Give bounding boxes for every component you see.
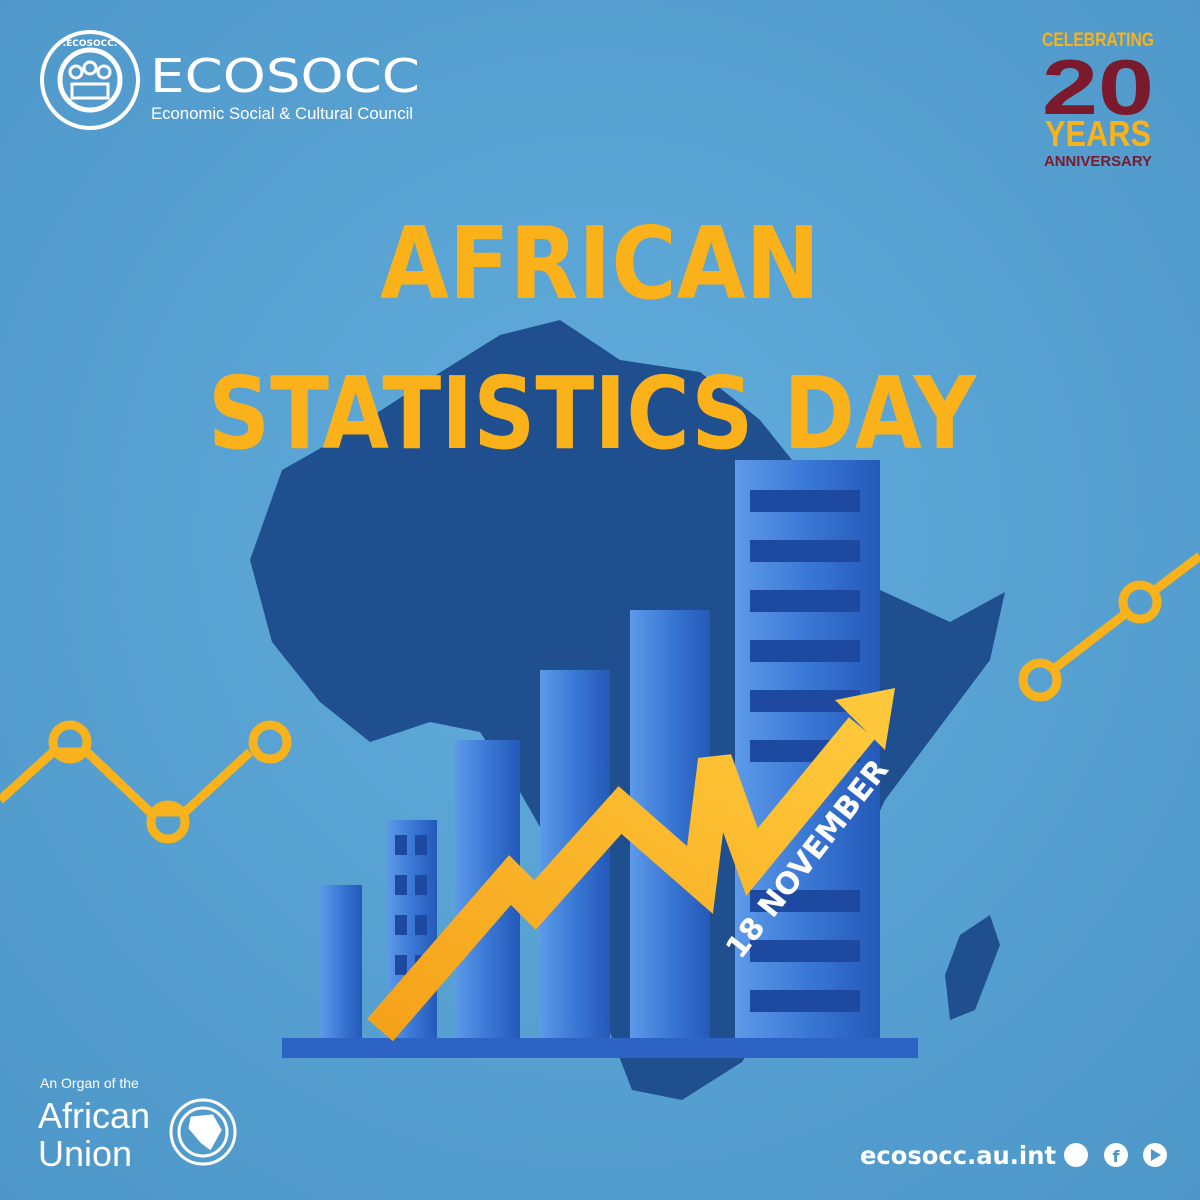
au-emblem <box>169 1098 237 1166</box>
ecosocc-logo <box>40 30 140 130</box>
deco-line-right <box>1018 552 1200 702</box>
twitter-icon[interactable] <box>1064 1143 1088 1167</box>
logo-ring-text: .ECOSOCC. <box>63 39 118 49</box>
growth-arrow <box>367 688 895 1042</box>
anniversary-label: ANNIVERSARY <box>1044 153 1152 170</box>
website[interactable]: ecosocc.au.int <box>860 1141 1056 1170</box>
youtube-play <box>1151 1149 1161 1161</box>
anniversary-celebrating: CELEBRATING <box>1042 30 1154 51</box>
title-line1: AFRICAN <box>380 205 820 322</box>
org-full-name: Economic Social & Cultural Council <box>151 104 413 123</box>
facebook-letter: f <box>1113 1147 1121 1166</box>
title-line2: STATISTICS DAY <box>208 355 977 472</box>
anniversary-years: YEARS <box>1045 113 1151 154</box>
org-name: ECOSOCC <box>150 49 420 103</box>
deco-line-left <box>0 720 292 844</box>
madagascar <box>945 915 1000 1020</box>
au-line2: Union <box>38 1133 132 1174</box>
au-line1: African <box>38 1095 150 1136</box>
organ-label: An Organ of the <box>40 1075 139 1091</box>
anniversary-number: 20 <box>1042 43 1154 131</box>
facebook-icon[interactable] <box>1104 1143 1128 1167</box>
